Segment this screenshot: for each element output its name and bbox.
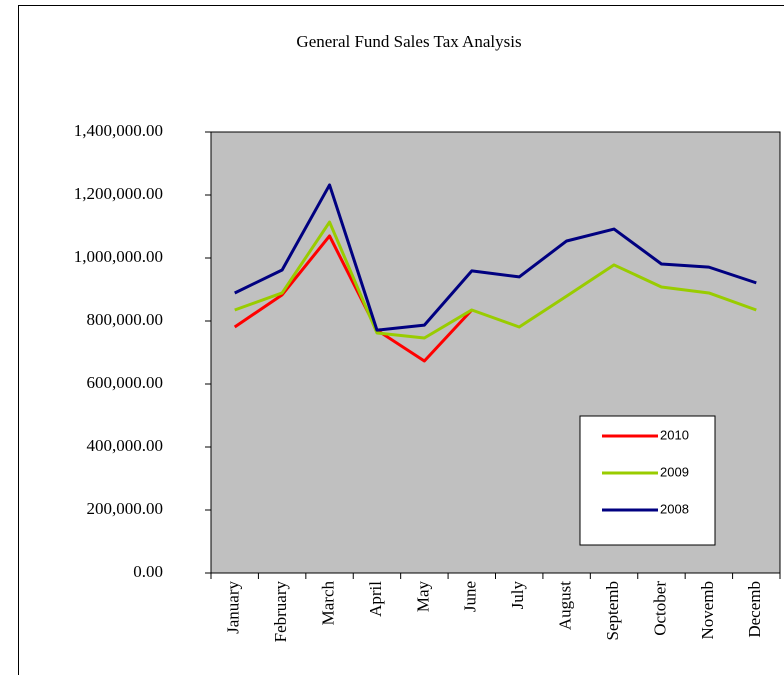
x-tick-label: January: [224, 581, 243, 634]
series-line: [234, 183, 757, 332]
legend-label: 2010: [660, 427, 689, 442]
y-tick-label: 200,000.00: [87, 499, 164, 518]
series-line: [233, 234, 473, 363]
y-tick-label: 0.00: [133, 562, 163, 581]
y-tick-label: 400,000.00: [87, 436, 164, 455]
x-tick-label: Septemb: [603, 581, 622, 641]
y-tick-label: 1,200,000.00: [74, 184, 163, 203]
x-tick-label: Decemb: [745, 581, 764, 638]
x-tick-label: June: [461, 581, 480, 612]
x-tick-label: May: [413, 581, 432, 613]
y-tick-label: 1,000,000.00: [74, 247, 163, 266]
y-tick-label: 600,000.00: [87, 373, 164, 392]
y-tick-label: 800,000.00: [87, 310, 164, 329]
x-tick-label: February: [271, 581, 290, 643]
x-tick-label: Novemb: [698, 581, 717, 640]
x-tick-label: July: [508, 581, 527, 610]
x-tick-label: April: [366, 581, 385, 617]
x-tick-label: March: [318, 581, 337, 626]
legend-label: 2008: [660, 501, 689, 516]
x-tick-label: October: [650, 581, 669, 636]
series-line: [234, 220, 757, 340]
legend-label: 2009: [660, 464, 689, 479]
chart-title: General Fund Sales Tax Analysis: [296, 32, 521, 51]
y-tick-label: 1,400,000.00: [74, 121, 163, 140]
x-tick-label: August: [556, 581, 575, 630]
